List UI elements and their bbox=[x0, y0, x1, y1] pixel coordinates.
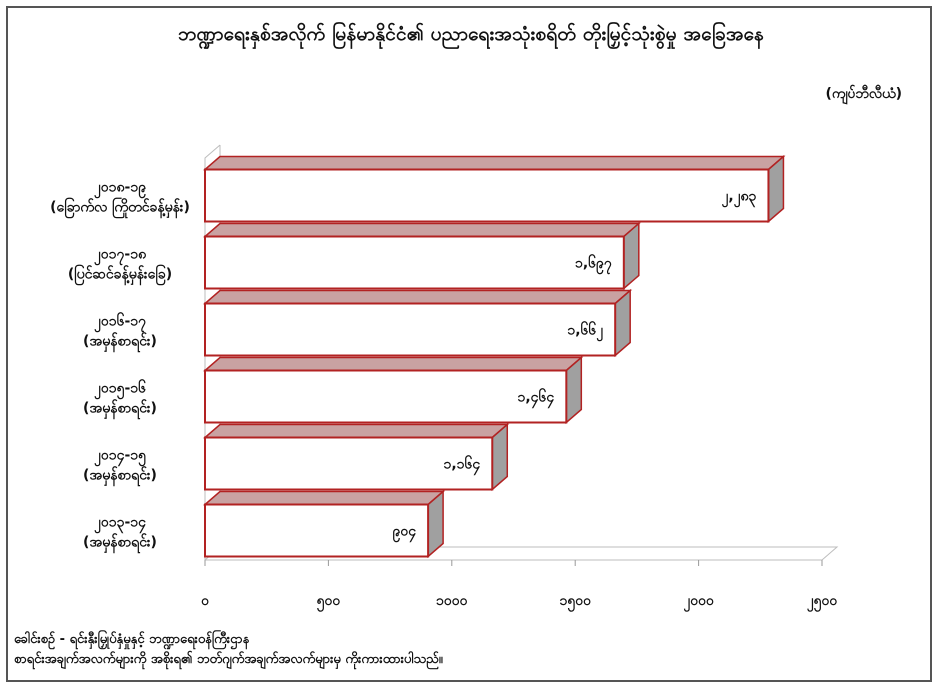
category-label-line: ၂၀၁၆-၁၇ bbox=[94, 313, 147, 333]
bar-top-face bbox=[202, 155, 786, 171]
category-label-line: ၂၀၁၄-၁၅ bbox=[94, 448, 147, 467]
category-label-line: (အမှန်စာရင်း) bbox=[83, 400, 157, 420]
category-label-line: (ခြောက်လ ကြိုတင်ခန့်မှန်း) bbox=[50, 198, 190, 219]
bar bbox=[204, 369, 568, 424]
bar bbox=[204, 302, 617, 357]
category-label: ၂၀၁၅-၁၆(အမှန်စာရင်း) bbox=[83, 380, 157, 420]
source-note-1: ခေါင်းစဉ် - ရင်းနှီးမြှုပ်နှံမှုနှင့် ဘဏ… bbox=[14, 632, 250, 647]
bar-value-label: ၉၀၄ bbox=[392, 524, 416, 543]
category-label: ၂၀၁၃-၁၄(အမှန်စာရင်း) bbox=[83, 515, 157, 554]
bar-top-face bbox=[202, 490, 446, 506]
category-label-line: (ပြင်ဆင်ခန့်မှန်းခြေ) bbox=[68, 265, 172, 286]
category-label-line: ၂၀၁၈-၁၉ bbox=[94, 180, 147, 199]
bar-value-label: ၁,၆၆၂ bbox=[567, 322, 604, 342]
bar-value-label: ၂,၂၈၃ bbox=[721, 189, 756, 208]
x-tick-label: ၂၀၀၀ bbox=[683, 593, 715, 612]
category-label-line: ၂၀၁၅-၁၆ bbox=[94, 380, 147, 400]
bar bbox=[204, 436, 494, 491]
x-tick-label: ၀ bbox=[201, 593, 210, 609]
bar bbox=[204, 503, 430, 558]
chart-back-wall bbox=[204, 144, 221, 560]
category-label: ၂၀၁၆-၁၇(အမှန်စာရင်း) bbox=[83, 313, 157, 353]
category-label: ၂၀၁၇-၁၈(ပြင်ဆင်ခန့်မှန်းခြေ) bbox=[68, 247, 172, 286]
category-label-line: ၂၀၁၃-၁၄ bbox=[94, 515, 146, 534]
bar-top-face bbox=[202, 222, 641, 238]
category-label-line: (အမှန်စာရင်း) bbox=[83, 467, 157, 487]
bar-top-face bbox=[202, 289, 633, 305]
x-tick-label: ၁၀၀၀ bbox=[436, 593, 469, 609]
bar bbox=[204, 168, 770, 223]
unit-label: (ကျပ်ဘီလီယံ) bbox=[825, 86, 902, 102]
bar-top-face bbox=[202, 356, 584, 372]
bar-value-label: ၁,၁၆၄ bbox=[443, 456, 480, 476]
category-label-line: (အမှန်စာရင်း) bbox=[83, 333, 157, 353]
bar-value-label: ၁,၄၆၄ bbox=[517, 389, 554, 409]
bar-value-label: ၁,၆၉၇ bbox=[575, 255, 613, 275]
category-label-line: (အမှန်စာရင်း) bbox=[83, 534, 157, 554]
category-label-line: ၂၀၁၇-၁၈ bbox=[94, 247, 147, 266]
x-tick-label: ၁၅၀၀ bbox=[559, 593, 592, 612]
x-tick-label: ၂၅၀၀ bbox=[807, 593, 839, 612]
category-label: ၂၀၁၄-၁၅(အမှန်စာရင်း) bbox=[83, 448, 157, 487]
bar bbox=[204, 235, 625, 290]
category-label: ၂၀၁၈-၁၉(ခြောက်လ ကြိုတင်ခန့်မှန်း) bbox=[50, 180, 190, 219]
x-tick-label: ၅၀၀ bbox=[317, 593, 342, 612]
source-note-2: စာရင်းအချက်အလက်များကို အစိုးရ၏ ဘတ်ဂျက်အခ… bbox=[14, 652, 443, 667]
source-notes: ခေါင်းစဉ် - ရင်းနှီးမြှုပ်နှံမှုနှင့် ဘဏ… bbox=[14, 630, 443, 670]
chart-title: ဘဏ္ဍာရေးနှစ်အလိုက် မြန်မာနိုင်ငံ၏ ပညာရေး… bbox=[178, 23, 764, 45]
bar-top-face bbox=[202, 423, 510, 439]
